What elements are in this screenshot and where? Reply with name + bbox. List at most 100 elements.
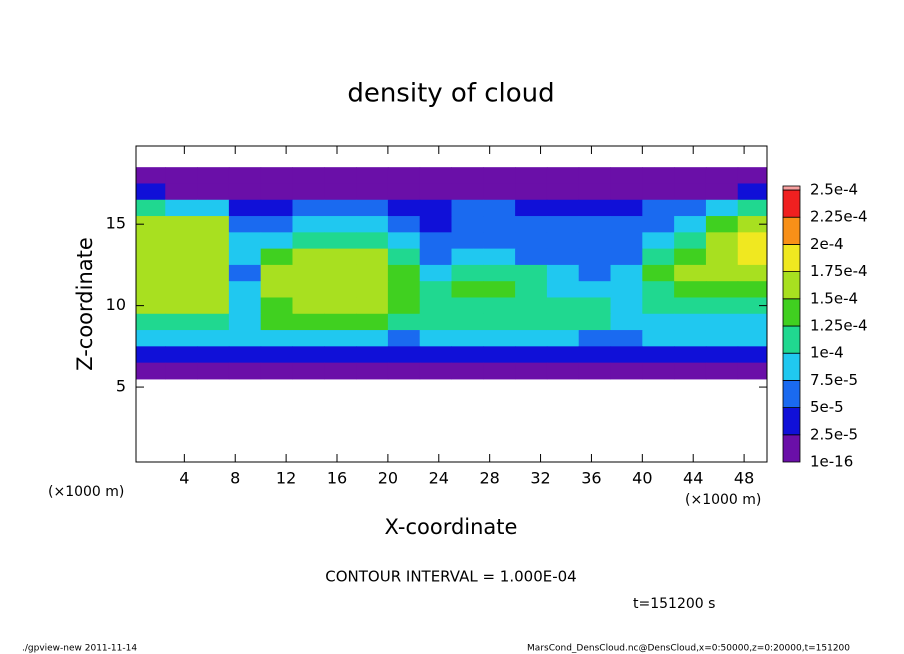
cell xyxy=(136,297,166,315)
cell xyxy=(197,330,230,347)
x-tick-label: 32 xyxy=(530,469,550,488)
cell xyxy=(546,216,580,233)
cell xyxy=(324,346,357,364)
colorbar-label: 1e-4 xyxy=(810,344,844,362)
cell xyxy=(674,199,707,217)
cell xyxy=(705,183,739,201)
cell xyxy=(387,281,421,298)
cell xyxy=(356,216,389,233)
cell xyxy=(515,281,548,298)
cell xyxy=(260,216,293,233)
cell xyxy=(260,167,293,184)
cell xyxy=(737,330,768,347)
cell xyxy=(165,248,198,266)
cell xyxy=(451,264,484,282)
x-unit: (×1000 m) xyxy=(685,492,761,508)
cell xyxy=(546,248,580,266)
cell xyxy=(324,297,357,315)
cell xyxy=(356,248,389,266)
cell xyxy=(228,313,262,331)
cell xyxy=(451,199,484,217)
colorbar-label: 2.5e-5 xyxy=(810,425,858,443)
cell xyxy=(324,248,357,266)
cell xyxy=(451,313,484,331)
cell xyxy=(642,264,675,282)
cell xyxy=(737,167,768,184)
cell xyxy=(515,313,548,331)
colorbar-box xyxy=(782,243,801,272)
cell xyxy=(387,248,421,266)
cell xyxy=(642,232,675,250)
cell xyxy=(228,248,262,266)
cell xyxy=(136,167,166,184)
cell xyxy=(737,313,768,331)
cell xyxy=(515,199,548,217)
footer-right: MarsCond_DensCloud.nc@DensCloud,x=0:5000… xyxy=(527,644,850,654)
cell xyxy=(324,281,357,298)
cell xyxy=(515,264,548,282)
cell xyxy=(292,216,325,233)
cell xyxy=(578,281,612,298)
cell xyxy=(674,281,707,298)
cell xyxy=(483,297,516,315)
cell xyxy=(356,167,389,184)
colorbar-box xyxy=(782,407,801,436)
cell xyxy=(419,346,452,364)
y-tick-label: 15 xyxy=(106,214,126,233)
cell xyxy=(451,167,484,184)
x-tick-label: 16 xyxy=(327,469,347,488)
cell xyxy=(674,362,707,380)
cell xyxy=(292,346,325,364)
colorbar-box xyxy=(782,352,801,381)
cell xyxy=(705,330,739,347)
cell xyxy=(483,167,516,184)
x-tick-label: 4 xyxy=(179,469,189,488)
cell xyxy=(451,216,484,233)
cell xyxy=(610,199,643,217)
cell xyxy=(292,297,325,315)
cell xyxy=(578,297,612,315)
cell xyxy=(610,313,643,331)
cell xyxy=(419,330,452,347)
cell xyxy=(642,281,675,298)
colorbar-label: 1.75e-4 xyxy=(810,262,868,280)
cell xyxy=(292,330,325,347)
cell xyxy=(197,232,230,250)
cell xyxy=(578,232,612,250)
cell xyxy=(610,248,643,266)
cell xyxy=(705,216,739,233)
cell xyxy=(356,281,389,298)
cell xyxy=(260,199,293,217)
cell xyxy=(578,313,612,331)
cell xyxy=(674,264,707,282)
colorbar-box xyxy=(782,379,801,408)
cell xyxy=(197,183,230,201)
cell xyxy=(610,216,643,233)
contour-note: CONTOUR INTERVAL = 1.000E-04 xyxy=(325,568,576,586)
cell xyxy=(515,330,548,347)
colorbar-label: 2.25e-4 xyxy=(810,208,868,226)
cell xyxy=(324,313,357,331)
cell xyxy=(356,264,389,282)
cell xyxy=(387,232,421,250)
cell xyxy=(136,281,166,298)
cell xyxy=(674,167,707,184)
colorbar-box xyxy=(782,298,801,327)
cell xyxy=(260,330,293,347)
cell xyxy=(387,264,421,282)
cell xyxy=(578,248,612,266)
cell xyxy=(642,183,675,201)
x-tick-label: 12 xyxy=(276,469,296,488)
cell xyxy=(451,362,484,380)
colorbar-cap xyxy=(782,185,801,191)
cell xyxy=(451,297,484,315)
cell xyxy=(483,232,516,250)
cell xyxy=(419,264,452,282)
cell xyxy=(737,264,768,282)
cell xyxy=(642,362,675,380)
cell xyxy=(737,216,768,233)
cell xyxy=(610,183,643,201)
cell xyxy=(483,313,516,331)
cell xyxy=(705,281,739,298)
